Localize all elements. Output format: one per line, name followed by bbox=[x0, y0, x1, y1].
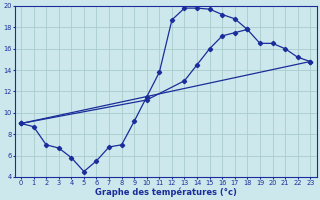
X-axis label: Graphe des températures (°c): Graphe des températures (°c) bbox=[95, 187, 236, 197]
